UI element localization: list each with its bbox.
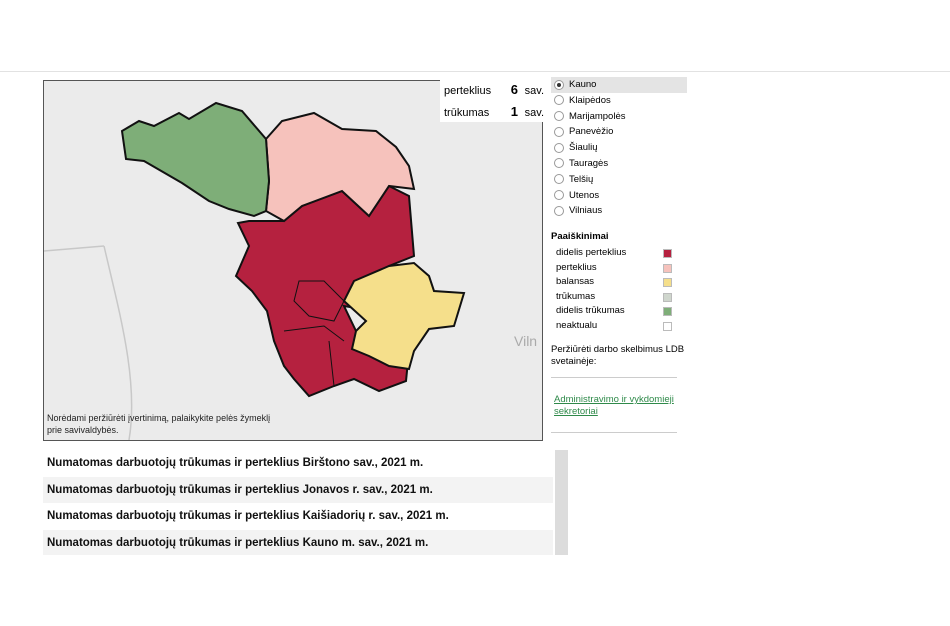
divider <box>0 71 950 72</box>
legend-item: balansas <box>556 275 674 290</box>
legend-item: neaktualu <box>556 319 674 334</box>
radio[interactable] <box>554 95 564 106</box>
legend-item: trūkumas <box>556 290 674 305</box>
legend-swatch <box>663 292 672 302</box>
legend-swatch <box>663 307 672 317</box>
legend-item: didelis perteklius <box>556 246 674 261</box>
map-label: Viln <box>514 333 537 349</box>
radio[interactable] <box>554 190 564 201</box>
region-label: Vilniaus <box>569 205 603 217</box>
legend-swatch <box>663 278 672 288</box>
summary-unit: sav. <box>524 107 544 119</box>
region-option[interactable]: Panevėžio <box>551 124 687 140</box>
radio[interactable] <box>554 205 564 216</box>
summary-count: 1 <box>510 104 518 119</box>
summary-row: perteklius 6 sav. <box>444 82 546 100</box>
region-label: Kauno <box>569 79 597 90</box>
region-option[interactable]: Vilniaus <box>551 203 687 219</box>
region-label: Šiaulių <box>569 142 598 154</box>
link-intro: Peržiūrėti darbo skelbimus LDB svetainėj… <box>551 344 685 367</box>
region-label: Panevėžio <box>569 126 614 138</box>
municipality[interactable] <box>120 101 271 218</box>
legend-title: Paaiškinimai <box>551 231 609 242</box>
region-label: Utenos <box>569 189 600 201</box>
link[interactable]: Administravimo ir vykdomieji sekretoriai <box>554 394 674 417</box>
radio[interactable] <box>554 142 564 153</box>
radio[interactable] <box>554 79 564 90</box>
radio[interactable] <box>554 174 564 185</box>
legend-item: didelis trūkumas <box>556 304 674 319</box>
report-list: Numatomas darbuotojų trūkumas ir pertekl… <box>43 450 553 555</box>
map: Viln Norėdami peržiūrėti įvertinimą, pal… <box>43 80 543 441</box>
legend-swatch <box>663 249 672 258</box>
legend: didelis perteklius perteklius balansas trūk… <box>556 246 674 334</box>
region-label: Klaipėdos <box>569 94 611 106</box>
region-option[interactable]: Telšių <box>551 172 687 188</box>
region-label: Telšių <box>569 173 594 185</box>
summary-unit: sav. <box>524 85 544 97</box>
inner-border <box>283 280 345 387</box>
region-list: Kauno Klaipėdos Marijampolės Panevėžio Šiaul… <box>551 77 687 219</box>
map-canvas: Viln <box>44 101 537 440</box>
divider <box>551 432 677 433</box>
map-note: Norėdami peržiūrėti įvertinimą, palaikyk… <box>47 413 271 435</box>
region-option[interactable]: Klaipėdos <box>551 93 687 109</box>
border-line <box>44 245 105 252</box>
summary-row: trūkumas 1 sav. <box>444 104 546 122</box>
summary-label: trūkumas <box>444 107 490 119</box>
summary-label: perteklius <box>444 85 492 97</box>
report-row[interactable]: Numatomas darbuotojų trūkumas ir pertekl… <box>43 529 553 555</box>
legend-swatch <box>663 321 672 331</box>
municipality[interactable] <box>264 111 416 223</box>
summary: perteklius 6 sav. trūkumas 1 sav. <box>440 78 546 122</box>
region-label: Tauragės <box>569 157 609 169</box>
report-row[interactable]: Numatomas darbuotojų trūkumas ir pertekl… <box>47 510 449 522</box>
radio[interactable] <box>554 158 564 169</box>
region-option[interactable]: Šiaulių <box>551 140 687 156</box>
divider <box>551 377 677 378</box>
region-option[interactable]: Utenos <box>551 188 687 204</box>
border-line <box>103 245 133 440</box>
report-row[interactable]: Numatomas darbuotojų trūkumas ir pertekl… <box>43 476 553 503</box>
legend-item: perteklius <box>556 261 674 276</box>
region-option[interactable]: Tauragės <box>551 156 687 172</box>
municipality[interactable] <box>342 261 466 371</box>
region-label: Marijampolės <box>569 110 626 122</box>
region-option[interactable]: Kauno <box>551 77 687 93</box>
radio[interactable] <box>554 111 564 122</box>
legend-swatch <box>663 263 672 273</box>
summary-count: 6 <box>510 82 518 97</box>
report-row[interactable]: Numatomas darbuotojų trūkumas ir pertekl… <box>47 457 424 469</box>
radio[interactable] <box>554 126 564 137</box>
scrollbar[interactable] <box>555 450 568 555</box>
region-option[interactable]: Marijampolės <box>551 109 687 125</box>
